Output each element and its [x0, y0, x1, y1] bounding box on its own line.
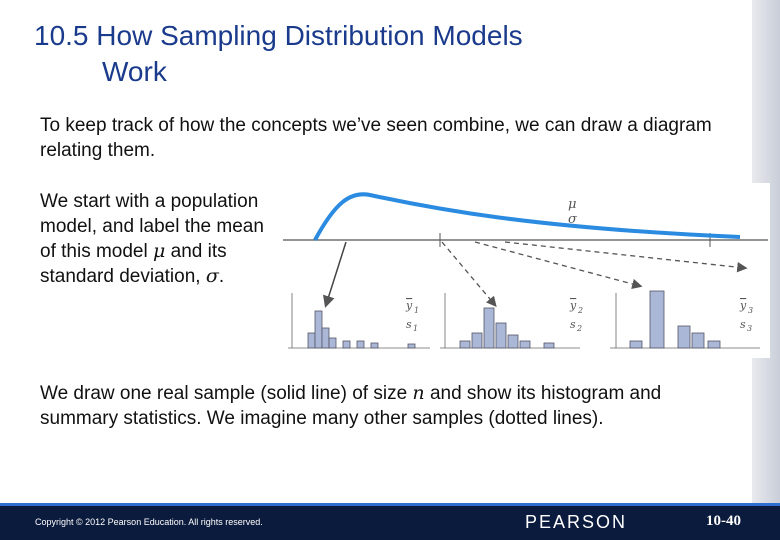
hist-bar — [471, 332, 483, 349]
hist-bar — [519, 340, 531, 349]
text: We draw one real sample (solid line) of … — [40, 383, 413, 404]
hist-bar — [707, 340, 721, 349]
hist-bar — [370, 342, 379, 349]
footer: Copyright © 2012 Pearson Education. All … — [0, 503, 780, 540]
paragraph: We draw one real sample (solid line) of … — [40, 381, 680, 431]
hist-bar — [459, 340, 471, 349]
sample-labels: y 1 s 1 y 2 s 2 y 3 s 3 — [405, 299, 753, 333]
sample-sub: 2 — [577, 306, 583, 315]
hist-bar — [691, 332, 705, 349]
paragraph: To keep track of how the concepts we’ve … — [40, 115, 712, 161]
hist-bar — [507, 334, 519, 349]
population-curve — [313, 192, 741, 241]
hist-bar — [314, 310, 323, 349]
hist-bar — [356, 340, 365, 349]
hist-bar — [543, 342, 555, 349]
sample-mean: y — [569, 299, 577, 312]
sample-sub: 2 — [576, 324, 582, 333]
hist-bar — [328, 337, 337, 349]
hist-bar — [677, 325, 691, 349]
diagram-bg — [280, 183, 770, 358]
hist-bar — [321, 327, 330, 349]
sample-sub: 3 — [748, 306, 753, 315]
arrow — [474, 241, 643, 290]
symbol: μ — [153, 240, 166, 262]
text: and show its histogram and summary stati… — [40, 383, 662, 429]
title-line: Work — [102, 56, 167, 87]
sample-sub: 3 — [747, 324, 752, 333]
hist-bar — [483, 307, 495, 349]
hist-bar — [495, 322, 507, 349]
sample-sub: 1 — [413, 324, 418, 333]
sample-sd: s — [570, 318, 576, 331]
copyright: Copyright © 2012 Pearson Education. All … — [35, 517, 263, 527]
histograms — [288, 290, 760, 349]
publisher-logo: PEARSON — [525, 512, 628, 532]
symbol: σ — [205, 265, 219, 287]
sample-mean: y — [405, 299, 413, 312]
diagram: μ σ y 1 s 1 y 2 — [280, 183, 770, 358]
population-mean: μ — [568, 197, 576, 212]
arrow — [504, 241, 748, 273]
text: We start with a population model, and la… — [40, 191, 264, 262]
sample-mean: y — [739, 299, 747, 312]
hist-bar — [649, 290, 665, 349]
symbol: n — [412, 382, 425, 404]
text: and its standard deviation, — [40, 241, 227, 287]
sample-sub: 1 — [414, 306, 419, 315]
text: . — [218, 266, 225, 287]
hist-bar — [342, 340, 351, 349]
hist-bar — [307, 332, 316, 349]
page-number: 10-40 — [706, 513, 741, 529]
hist-bar — [629, 340, 643, 349]
slide-title: 10.5 How Sampling Distribution Models Wo… — [34, 18, 523, 90]
arrow — [441, 241, 497, 307]
paragraph: We start with a population model, and la… — [40, 189, 278, 289]
hist-bar — [407, 343, 416, 349]
population-sd: σ — [568, 212, 578, 227]
sample-sd: s — [740, 318, 746, 331]
sample-sd: s — [406, 318, 412, 331]
title-line: 10.5 How Sampling Distribution Models — [34, 20, 523, 51]
arrow — [323, 241, 347, 308]
